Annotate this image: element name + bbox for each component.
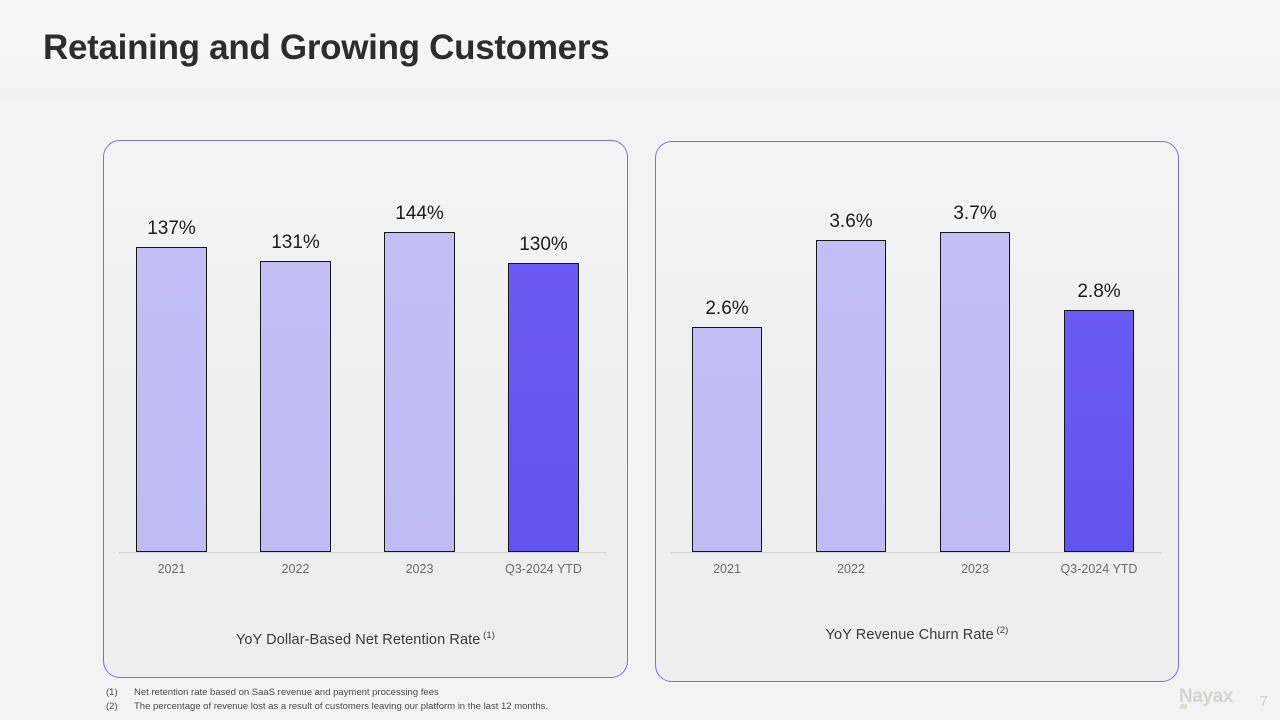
bar-value-label: 3.6% bbox=[829, 211, 873, 232]
bar-net-retention-2023[interactable] bbox=[384, 232, 455, 552]
bar-group: 3.6% bbox=[816, 211, 886, 552]
chart-plot-revenue-churn: 2.6% 2021 3.6% 2022 3.7% 2023 2.8% Q3-2024 YTD bbox=[656, 142, 1178, 681]
bar-value-label: 144% bbox=[395, 203, 444, 224]
bar-value-label: 131% bbox=[271, 232, 320, 253]
footnote-marker: (1) bbox=[106, 687, 118, 698]
x-axis-tick-label: 2021 bbox=[157, 562, 186, 576]
x-axis-tick-label: 2022 bbox=[837, 562, 865, 576]
nayax-logo-text: Nayax bbox=[1179, 686, 1233, 707]
bar-group: 130% bbox=[508, 234, 579, 552]
x-axis-tick-label: 2021 bbox=[713, 562, 741, 576]
bar-group: 2.6% bbox=[692, 298, 762, 552]
bar-value-label: 2.8% bbox=[1077, 281, 1121, 302]
page-title: Retaining and Growing Customers bbox=[43, 28, 610, 67]
footnote-marker: (2) bbox=[106, 700, 118, 712]
bar-net-retention-2022[interactable] bbox=[260, 261, 331, 552]
footnote-text: Net retention rate based on SaaS revenue… bbox=[134, 687, 439, 698]
bar-group: 131% bbox=[260, 232, 331, 552]
bar-group: 3.7% bbox=[940, 203, 1010, 552]
chart-card-revenue-churn: 2.6% 2021 3.6% 2022 3.7% 2023 2.8% Q3-2024 YTD … bbox=[655, 141, 1179, 682]
footnotes-block: (1) Net retention rate based on SaaS reve… bbox=[106, 686, 548, 713]
chart-axis-baseline bbox=[119, 552, 607, 553]
chart-caption-footnote-ref: (1) bbox=[480, 630, 496, 641]
brand-logo-area: Nayax bbox=[1179, 686, 1233, 709]
bar-value-label: 137% bbox=[147, 218, 196, 239]
x-axis-tick-label: Q3-2024 YTD bbox=[505, 562, 582, 576]
footnote-text: The percentage of revenue lost as a resu… bbox=[134, 700, 548, 712]
x-axis-tick-label: 2022 bbox=[281, 562, 310, 576]
x-axis-tick-label: Q3-2024 YTD bbox=[1060, 562, 1138, 576]
page-number: 7 bbox=[1259, 693, 1268, 710]
chart-caption-net-retention: YoY Dollar-Based Net Retention Rate (1) bbox=[104, 630, 627, 648]
bar-revenue-churn-2023[interactable] bbox=[940, 232, 1010, 552]
bar-value-label: 3.7% bbox=[953, 203, 997, 224]
chart-plot-net-retention: 137% 2021 131% 2022 144% 2023 130% Q3-2024 YTD bbox=[104, 141, 627, 677]
chart-caption-footnote-ref: (2) bbox=[993, 625, 1009, 636]
bar-revenue-churn-2021[interactable] bbox=[692, 327, 762, 552]
chart-caption-revenue-churn: YoY Revenue Churn Rate (2) bbox=[656, 625, 1178, 643]
chart-caption-text: YoY Dollar-Based Net Retention Rate bbox=[235, 631, 481, 648]
bar-revenue-churn-q3-2024-ytd[interactable] bbox=[1064, 310, 1134, 552]
x-axis-tick-label: 2023 bbox=[405, 562, 434, 576]
chart-card-net-retention: 137% 2021 131% 2022 144% 2023 130% Q3-2024 YTD … bbox=[103, 140, 628, 678]
footnote-row: (2) The percentage of revenue lost as a r… bbox=[106, 700, 548, 714]
bar-net-retention-2021[interactable] bbox=[136, 247, 207, 552]
bar-revenue-churn-2022[interactable] bbox=[816, 240, 886, 552]
bar-group: 137% bbox=[136, 218, 207, 552]
chart-caption-text: YoY Revenue Churn Rate bbox=[825, 626, 994, 643]
chart-axis-baseline bbox=[670, 552, 1162, 553]
bar-group: 144% bbox=[384, 203, 455, 552]
nayax-logo-mark-icon bbox=[1179, 704, 1188, 709]
bar-value-label: 2.6% bbox=[705, 298, 749, 319]
bar-value-label: 130% bbox=[519, 234, 568, 255]
x-axis-tick-label: 2023 bbox=[961, 562, 989, 576]
footnote-row: (1) Net retention rate based on SaaS reve… bbox=[106, 686, 548, 700]
bar-group: 2.8% bbox=[1064, 281, 1134, 552]
bar-net-retention-q3-2024-ytd[interactable] bbox=[508, 263, 579, 552]
nayax-logo: Nayax bbox=[1179, 686, 1233, 709]
